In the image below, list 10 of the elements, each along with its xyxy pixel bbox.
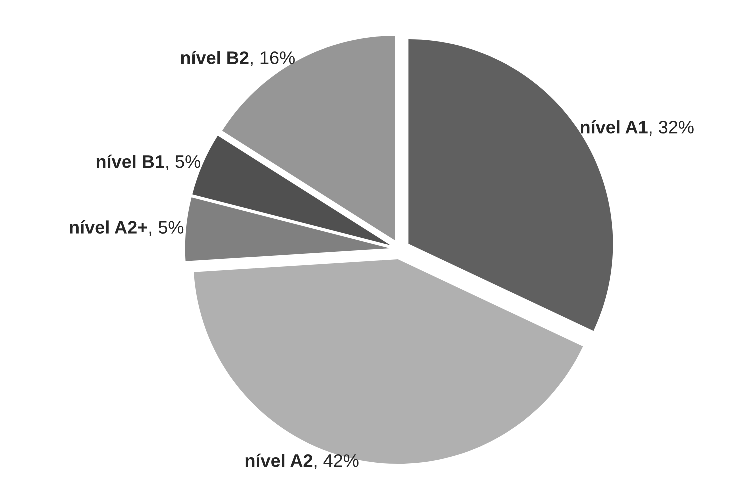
data-label: , 5%	[166, 156, 200, 170]
data-label: , 42%	[314, 454, 359, 470]
slice-label: nível B1	[96, 154, 164, 168]
data-label: , 5%	[150, 221, 184, 236]
slice-label: nível B2	[181, 50, 249, 64]
slice-label: nível A2+	[70, 220, 148, 234]
slice-label: nível A1	[580, 120, 648, 134]
data-label: , 16%	[251, 52, 295, 67]
slice-label: nível A2	[246, 454, 313, 468]
data-label: , 32%	[650, 121, 694, 136]
